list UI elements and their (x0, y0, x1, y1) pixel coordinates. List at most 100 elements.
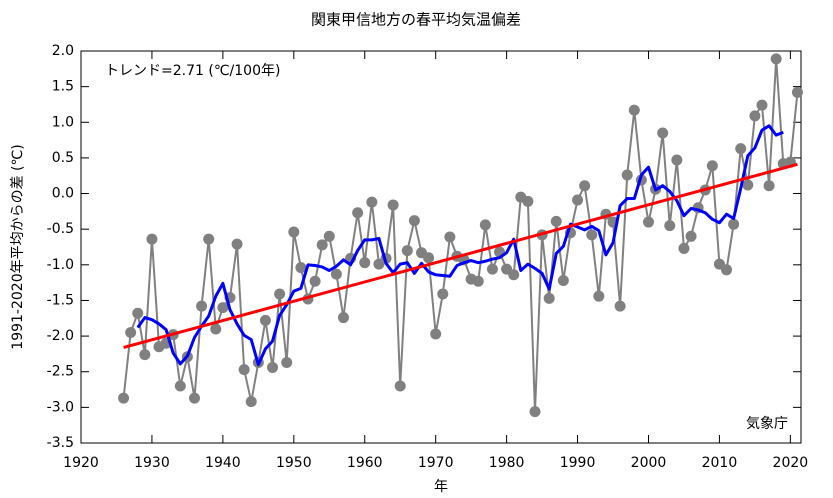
x-tick-label: 2020 (773, 455, 809, 471)
data-point (203, 233, 215, 245)
data-point (359, 257, 371, 269)
data-point (267, 361, 279, 373)
data-point (238, 364, 250, 376)
data-point (508, 269, 520, 281)
data-point (316, 239, 328, 251)
data-point (557, 274, 569, 286)
data-point (614, 300, 626, 312)
data-point (664, 220, 676, 232)
data-point (281, 356, 293, 368)
data-point (486, 263, 498, 275)
y-tick-label: -1.0 (47, 257, 74, 273)
data-point (742, 179, 754, 191)
trend-annotation: トレンド=2.71 (℃/100年) (105, 63, 280, 79)
data-point (132, 307, 144, 319)
data-point (479, 219, 491, 231)
y-tick-label: 0.0 (52, 186, 74, 202)
y-tick-label: 2.0 (52, 43, 74, 59)
series-line (123, 162, 798, 349)
x-tick-label: 2010 (702, 455, 738, 471)
data-point (593, 290, 605, 302)
data-point (721, 264, 733, 276)
data-point (522, 195, 534, 207)
x-tick-label: 2000 (631, 455, 667, 471)
data-point (352, 207, 364, 219)
data-point (678, 242, 690, 254)
data-point (430, 328, 442, 340)
data-point (146, 233, 158, 245)
data-point (288, 226, 300, 238)
data-point (579, 180, 591, 192)
data-point (401, 245, 413, 257)
x-tick-label: 1940 (205, 455, 241, 471)
data-point (423, 252, 435, 264)
data-point (387, 199, 399, 211)
y-axis-label: 1991-2020年平均からの差 (℃) (10, 144, 26, 349)
x-tick-label: 1990 (560, 455, 596, 471)
y-tick-label: -0.5 (47, 221, 74, 237)
data-point (408, 215, 420, 227)
data-point (763, 180, 775, 192)
data-point (572, 194, 584, 206)
data-point (323, 230, 335, 242)
data-point (174, 380, 186, 392)
data-point (756, 99, 768, 111)
y-tick-label: 1.0 (52, 114, 74, 130)
data-point (770, 53, 782, 65)
y-tick-label: 0.5 (52, 150, 74, 166)
x-tick-label: 1970 (418, 455, 454, 471)
data-point (210, 323, 222, 335)
chart-title: 関東甲信地方の春平均気温偏差 (311, 11, 521, 29)
data-point (245, 396, 257, 408)
data-point (543, 292, 555, 304)
x-axis-label: 年 (434, 479, 448, 495)
data-point (437, 288, 449, 300)
data-point (125, 327, 137, 339)
data-point (274, 288, 286, 300)
data-point (217, 302, 229, 314)
data-point (657, 127, 669, 139)
data-point (444, 231, 456, 243)
data-point (188, 392, 200, 404)
data-point (671, 154, 683, 166)
plot-frame (80, 50, 802, 444)
source-annotation: 気象庁 (746, 416, 788, 432)
x-tick-label: 1950 (276, 455, 312, 471)
data-point (295, 262, 307, 274)
y-tick-label: -2.0 (47, 328, 74, 344)
data-point (621, 169, 633, 181)
data-point (259, 314, 271, 326)
data-point (791, 86, 803, 98)
data-point (529, 406, 541, 418)
data-point (139, 349, 151, 361)
y-tick-label: -3.5 (47, 435, 74, 451)
y-tick-label: -2.5 (47, 364, 74, 380)
x-tick-label: 1960 (347, 455, 383, 471)
y-tick-label: -1.5 (47, 292, 74, 308)
data-point (394, 380, 406, 392)
data-point (118, 392, 130, 404)
data-point (586, 229, 598, 241)
data-point (337, 312, 349, 324)
x-tick-label: 1930 (134, 455, 170, 471)
data-point (642, 216, 654, 228)
data-point (706, 160, 718, 172)
x-tick-label: 1980 (489, 455, 525, 471)
data-point (728, 218, 740, 230)
series-line (136, 124, 784, 367)
data-point (735, 143, 747, 155)
y-tick-label: 1.5 (52, 79, 74, 95)
data-point (309, 275, 321, 287)
data-point (472, 275, 484, 287)
data-point (550, 215, 562, 227)
x-tick-label: 1920 (63, 455, 99, 471)
data-point (749, 110, 761, 122)
data-point (366, 196, 378, 208)
y-tick-label: -3.0 (47, 399, 74, 415)
data-point (628, 104, 640, 116)
data-point (196, 300, 208, 312)
data-point (685, 230, 697, 242)
data-point (231, 238, 243, 250)
data-point (330, 268, 342, 280)
